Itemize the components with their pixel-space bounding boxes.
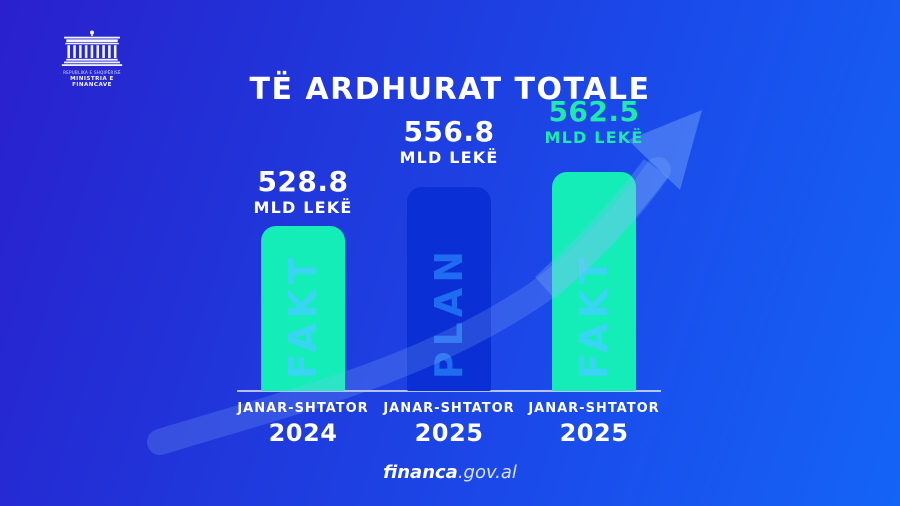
chart-baseline xyxy=(237,390,661,392)
category-period: JANAR-SHTATOR xyxy=(528,401,660,416)
category-year: 2025 xyxy=(559,419,629,447)
value-unit: MLD LEKË xyxy=(399,148,499,168)
value-number: 562.5 xyxy=(548,95,640,128)
page-title: TË ARDHURAT TOTALE xyxy=(249,72,651,108)
category-label-fakt-2025: JANAR-SHTATOR 2025 xyxy=(504,401,684,447)
logo-ministry-text: MINISTRIA E FINANCAVE xyxy=(70,76,114,88)
value-number: 556.8 xyxy=(403,115,495,148)
logo-republic-text: REPUBLIKA E SHQIPËRISË xyxy=(63,70,121,75)
footer-brand: financa xyxy=(383,462,458,483)
bar-kind-label: FAKT xyxy=(572,252,616,379)
value-label-2024: 528.8 MLD LEKË xyxy=(213,165,393,218)
footer-domain: .gov.al xyxy=(457,462,517,483)
category-year: 2025 xyxy=(414,419,484,447)
value-unit: MLD LEKË xyxy=(253,198,353,218)
category-period: JANAR-SHTATOR xyxy=(237,401,369,416)
footer-website: financa.gov.al xyxy=(0,462,900,483)
bar-kind-label: PLAN xyxy=(427,245,471,379)
value-label-fakt-2025: 562.5 MLD LEKË xyxy=(504,95,684,148)
bar-kind-label: FAKT xyxy=(281,252,325,379)
category-label-plan-2025: JANAR-SHTATOR 2025 xyxy=(359,401,539,447)
ministry-logo: REPUBLIKA E SHQIPËRISË MINISTRIA E FINAN… xyxy=(50,30,134,88)
bar-fakt-2024: FAKT xyxy=(261,226,345,391)
government-building-icon xyxy=(61,30,123,66)
value-unit: MLD LEKË xyxy=(544,128,644,148)
bar-fakt-2025: FAKT xyxy=(552,172,636,391)
bar-plan-2025: PLAN xyxy=(407,187,491,391)
value-label-plan-2025: 556.8 MLD LEKË xyxy=(359,115,539,168)
category-period: JANAR-SHTATOR xyxy=(383,401,515,416)
category-label-2024: JANAR-SHTATOR 2024 xyxy=(213,401,393,447)
category-year: 2024 xyxy=(268,419,338,447)
value-number: 528.8 xyxy=(257,165,349,198)
